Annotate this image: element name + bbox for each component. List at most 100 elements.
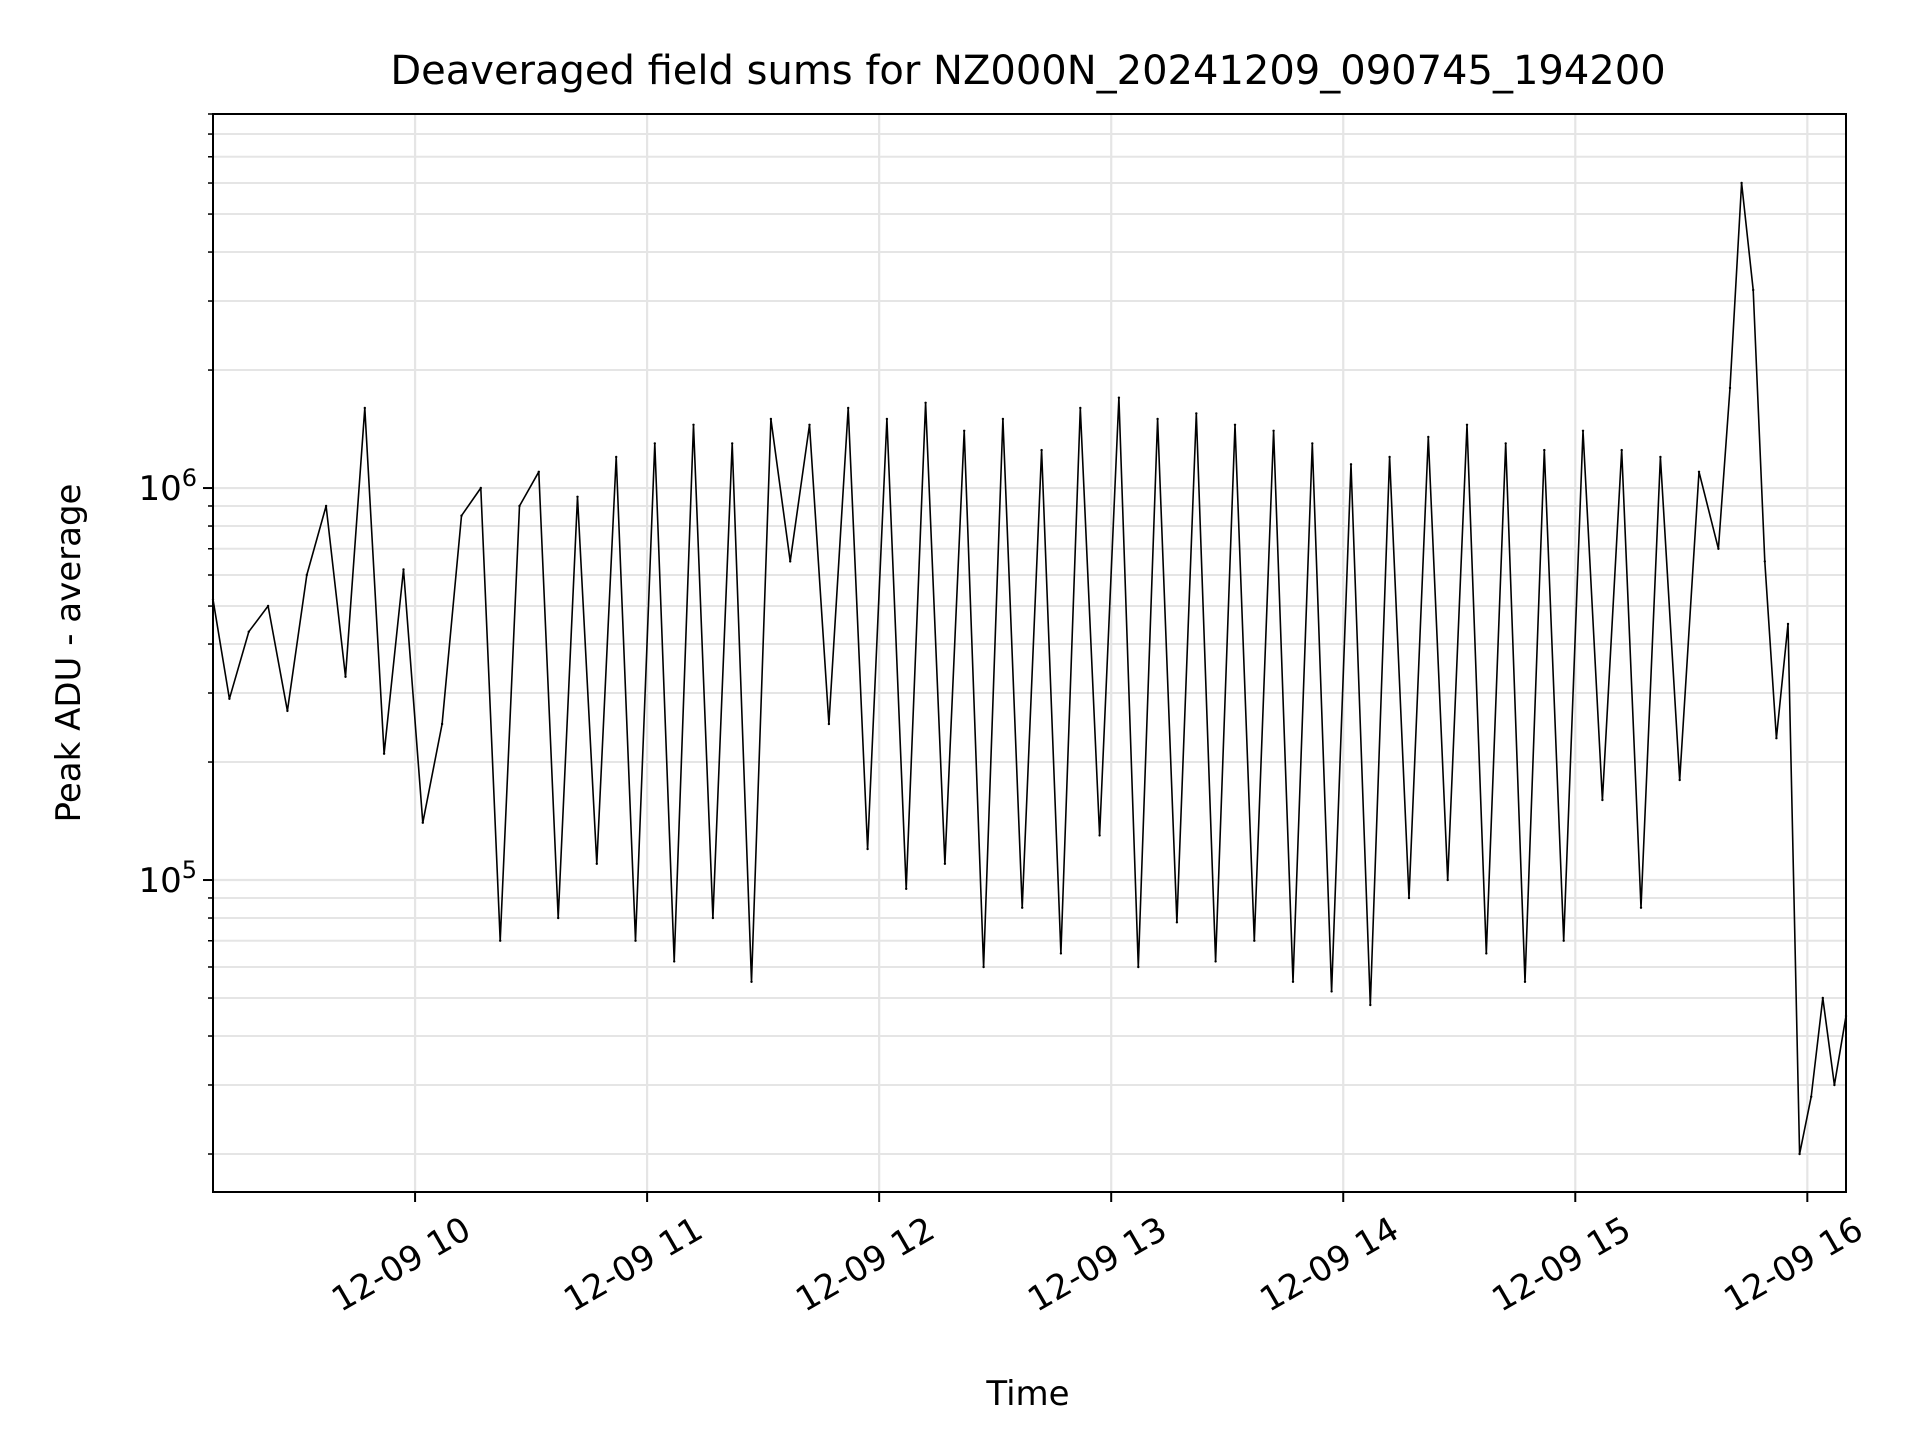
data-point [305,573,308,577]
data-point [1388,455,1391,459]
data-point [1253,939,1256,942]
data-point [1369,1003,1372,1007]
chart-title: Deaveraged field sums for NZ000N_2024120… [390,48,1665,94]
data-point [1214,960,1217,963]
data-point [1021,906,1024,909]
data-point [615,455,618,459]
data-point [1079,406,1082,410]
x-tick-label: 12-09 15 [1485,1209,1637,1320]
data-point [1137,965,1140,969]
data-point [847,406,850,410]
data-point [576,495,579,498]
data-point [247,630,250,633]
data-point [769,417,773,421]
data-point [460,514,463,517]
data-point [1349,463,1353,466]
data-point [1098,834,1101,837]
data-point [711,916,715,920]
data-point [1407,896,1411,900]
data-point [789,560,792,563]
data-point [1465,423,1469,426]
data-point [1728,386,1732,390]
data-point [673,960,676,963]
data-point [1504,442,1507,445]
data-point [1543,448,1546,452]
data-point [1740,181,1743,185]
data-point [1763,560,1767,563]
data-point [402,568,405,571]
y-tick-label: 106 [138,464,197,509]
data-point [324,504,328,508]
x-axis: 12-09 10 12-09 11 12-09 12 12-09 13 12-09 14… [325,1192,1870,1320]
x-tick-label: 12-09 14 [1253,1209,1405,1320]
data-point [1427,435,1430,439]
data-point [963,429,966,432]
data-point [692,423,695,426]
data-point [1175,921,1179,924]
data-point [1810,1095,1813,1098]
plot-frame [212,113,1847,1193]
data-point [1311,442,1314,445]
data-point [1697,470,1701,473]
data-point [1523,980,1527,983]
data-point [1195,412,1198,415]
data-point [731,442,734,445]
data-point [479,486,482,490]
data-point [982,965,985,969]
data-point [344,675,347,678]
data-point [266,604,270,608]
data-point [1291,980,1295,983]
data-point [905,887,908,890]
data-point [440,722,444,726]
data-point [1059,952,1063,955]
data-point [1233,423,1237,426]
x-tick-label: 12-09 16 [1717,1209,1869,1320]
x-tick-label: 12-09 13 [1021,1209,1173,1320]
data-point [537,470,540,473]
data-point [557,916,560,920]
data-point [1786,622,1790,626]
data-point [1678,778,1681,782]
data-point [1833,1083,1836,1087]
data-point [1821,996,1825,1000]
data-point [499,939,502,942]
data-point [924,401,927,404]
y-axis: 105 106 [138,113,213,1155]
data-point [1272,429,1275,432]
data-point [1601,798,1604,802]
data-point [1717,547,1720,550]
data-point [1117,396,1121,399]
grid [213,113,1846,1192]
data-point [866,847,869,851]
data-point [808,423,811,426]
data-point [1446,878,1449,882]
data-point [1485,952,1488,955]
data-point [1581,429,1585,432]
data-point [518,504,521,508]
data-point [228,697,231,700]
data-point [634,939,637,942]
x-tick-label: 12-09 12 [789,1209,941,1320]
data-point [1639,906,1643,909]
series-line [212,182,1847,1155]
data-point [1156,417,1159,421]
data-point [1562,939,1565,942]
x-tick-label: 12-09 10 [325,1209,477,1320]
data-point [827,722,831,726]
data-point [750,980,753,983]
data-point [1752,288,1755,292]
data-point [1775,737,1778,740]
x-tick-label: 12-09 11 [557,1209,709,1320]
y-axis-label: Peak ADU - average [49,484,89,823]
data-point [421,821,424,824]
y-tick-label: 105 [138,856,197,901]
data-point [595,862,598,865]
x-axis-label: Time [985,1374,1069,1414]
data-point [382,752,386,755]
data-point [885,417,889,421]
data-point [1330,990,1333,993]
data-point [943,862,947,865]
data-point [653,442,656,445]
data-series [211,181,1848,1156]
